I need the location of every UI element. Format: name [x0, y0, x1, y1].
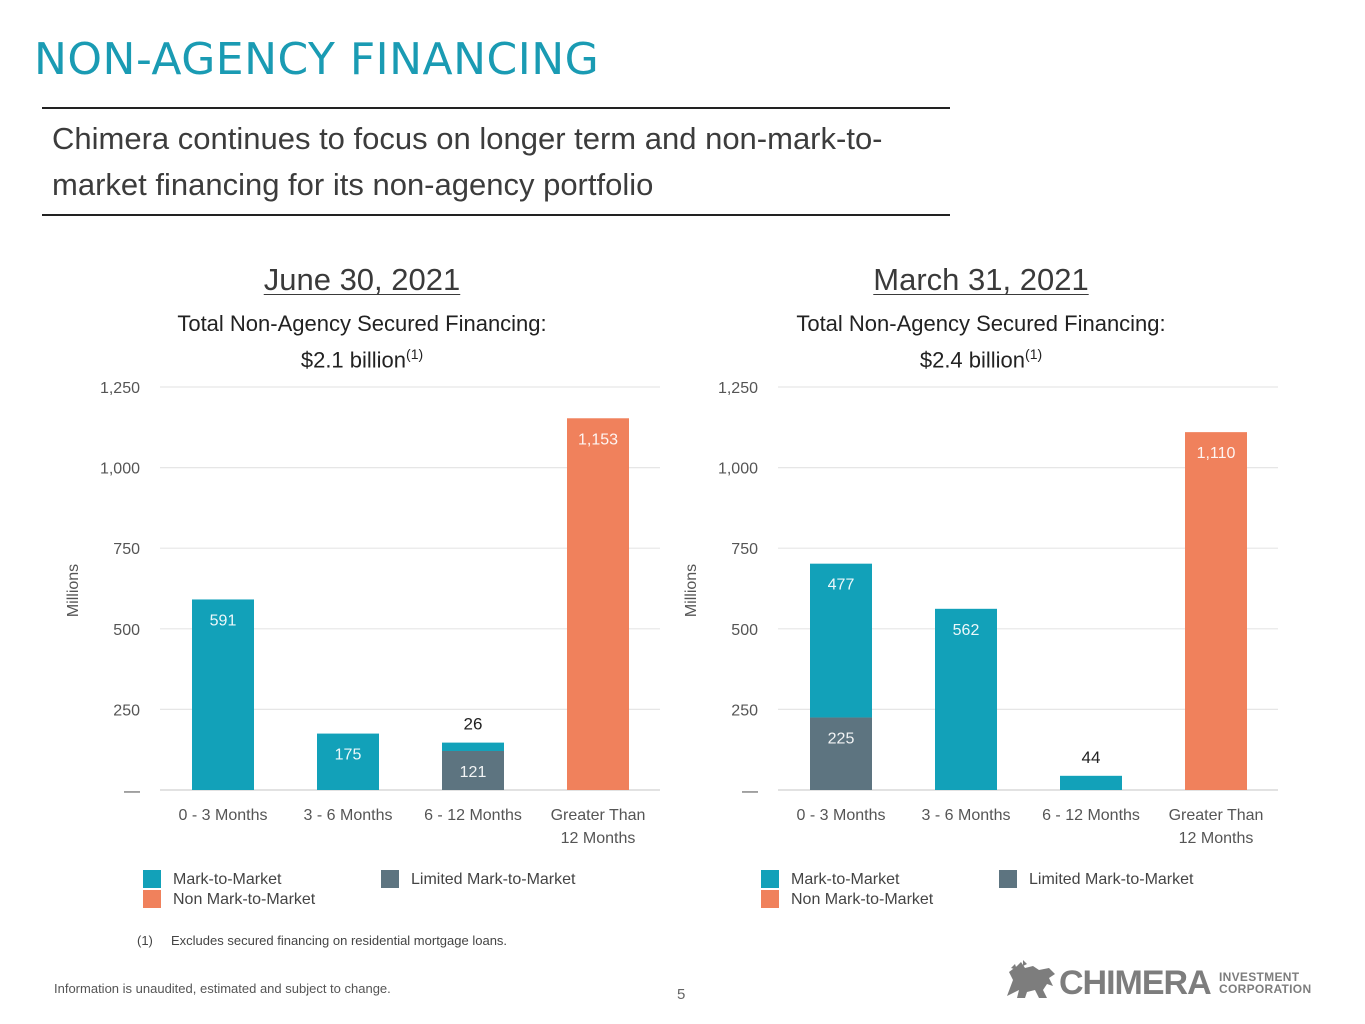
legend-swatch-non-mtm [143, 890, 161, 908]
bar-limited-march [810, 717, 872, 790]
legend-swatch-non-mtm [761, 890, 779, 908]
chart-total-value-june: $2.1 billion [300, 347, 407, 373]
subtitle-top-rule [42, 107, 950, 109]
legend-swatch-limited [381, 870, 399, 888]
y-tick-label-march: — [742, 783, 758, 800]
chart-total-sup-june: (1) [406, 346, 424, 362]
footnote: (1) Excludes secured financing on residen… [137, 933, 507, 948]
chart-total-label-june: Total Non-Agency Secured Financing: [177, 311, 547, 336]
legend-swatch-mtm [143, 870, 161, 888]
legend-label-limited: Limited Mark-to-Market [1029, 871, 1194, 888]
x-tick-label-march: 12 Months [1179, 830, 1254, 847]
page-number: 5 [677, 986, 686, 1003]
chart-total-march: Total Non-Agency Secured Financing: $2.4… [701, 308, 1261, 375]
x-tick-label-june: 0 - 3 Months [179, 807, 268, 824]
logo-sub-line1: INVESTMENT [1219, 970, 1300, 984]
data-label-mtm-june: 175 [335, 747, 362, 764]
disclaimer: Information is unaudited, estimated and … [54, 981, 391, 996]
x-tick-label-june: 3 - 6 Months [304, 807, 393, 824]
x-tick-label-june: 12 Months [561, 830, 636, 847]
legend-label-limited: Limited Mark-to-Market [411, 871, 576, 888]
bar-mtm-june [442, 742, 504, 751]
chart-total-value-march: $2.4 billion [919, 347, 1026, 373]
y-tick-label-march: 250 [731, 702, 758, 719]
x-tick-label-march: 6 - 12 Months [1042, 807, 1140, 824]
data-label-mtm-june: 591 [210, 612, 237, 629]
y-axis-label-march: Millions [683, 564, 700, 617]
chart-heading-june: June 30, 2021 Total Non-Agency Secured F… [82, 262, 642, 375]
chimera-logo: CHIMERA INVESTMENT CORPORATION [1003, 958, 1343, 1004]
chart-total-label-march: Total Non-Agency Secured Financing: [796, 311, 1166, 336]
logo-sub-line2: CORPORATION [1219, 982, 1312, 996]
data-label-mtm-march: 44 [1082, 748, 1101, 767]
data-label-limited-june: 121 [460, 764, 487, 781]
y-tick-label-march: 750 [731, 541, 758, 558]
bar-non_mtm-march [1185, 432, 1247, 790]
bar-mtm-march [1060, 775, 1122, 790]
y-tick-label-march: 1,250 [718, 380, 758, 397]
y-tick-label-june: 250 [113, 702, 140, 719]
x-tick-label-march: 0 - 3 Months [797, 807, 886, 824]
chart-total-june: Total Non-Agency Secured Financing: $2.1… [82, 308, 642, 375]
chart-total-sup-march: (1) [1025, 346, 1043, 362]
data-label-mtm-march: 477 [828, 577, 855, 594]
data-label-non_mtm-june: 1,153 [578, 431, 618, 448]
y-tick-label-june: 750 [113, 541, 140, 558]
data-label-non_mtm-march: 1,110 [1197, 445, 1236, 462]
legend-swatch-mtm [761, 870, 779, 888]
footnote-number: (1) [137, 933, 153, 948]
legend-label-mtm: Mark-to-Market [173, 871, 282, 888]
bar-non_mtm-june [567, 418, 629, 790]
data-label-limited-march: 225 [828, 730, 855, 747]
y-tick-label-june: — [124, 783, 140, 800]
page-title: NON-AGENCY FINANCING [34, 34, 600, 85]
bar-limited-june [442, 750, 504, 790]
y-tick-label-march: 500 [731, 622, 758, 639]
x-tick-label-june: Greater Than [551, 807, 646, 824]
bar-mtm-march [810, 563, 872, 718]
y-tick-label-june: 500 [113, 622, 140, 639]
data-label-mtm-june: 26 [464, 715, 483, 734]
legend-label-mtm: Mark-to-Market [791, 871, 900, 888]
chart-date-june: June 30, 2021 [263, 262, 461, 297]
chimera-lion-icon [1007, 960, 1055, 998]
x-tick-label-march: 3 - 6 Months [922, 807, 1011, 824]
chart-heading-march: March 31, 2021 Total Non-Agency Secured … [701, 262, 1261, 375]
bar-mtm-june [192, 599, 254, 790]
page-subtitle: Chimera continues to focus on longer ter… [52, 121, 883, 202]
legend-swatch-limited [999, 870, 1017, 888]
logo-subtext: INVESTMENT CORPORATION [1219, 971, 1311, 995]
footnote-text: Excludes secured financing on residentia… [171, 933, 508, 948]
x-tick-label-june: 6 - 12 Months [424, 807, 522, 824]
y-tick-label-june: 1,000 [100, 461, 140, 478]
y-tick-label-june: 1,250 [100, 380, 140, 397]
legend-label-non-mtm: Non Mark-to-Market [173, 891, 316, 908]
x-tick-label-march: Greater Than [1169, 807, 1264, 824]
bar-mtm-march [935, 608, 997, 790]
logo-wordmark: CHIMERA [1059, 964, 1212, 1002]
subtitle-bottom-rule [42, 214, 950, 216]
y-tick-label-march: 1,000 [718, 461, 758, 478]
y-axis-label-june: Millions [65, 564, 82, 617]
bar-mtm-june [317, 733, 379, 790]
chart-date-march: March 31, 2021 [873, 262, 1089, 297]
legend-label-non-mtm: Non Mark-to-Market [791, 891, 934, 908]
data-label-mtm-march: 562 [953, 622, 980, 639]
